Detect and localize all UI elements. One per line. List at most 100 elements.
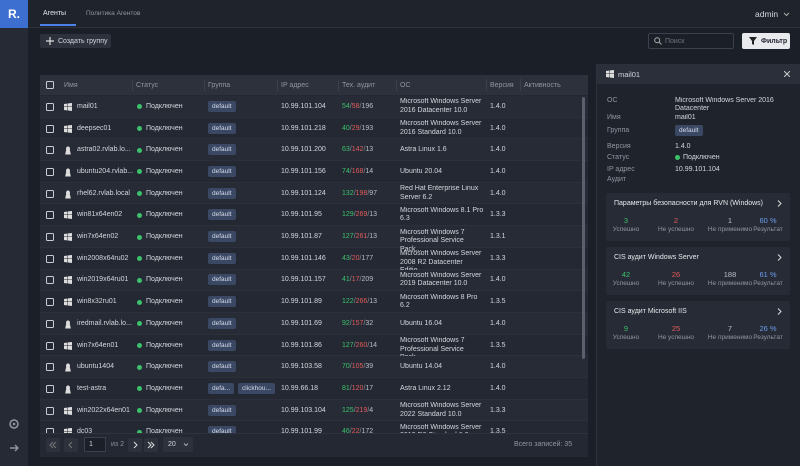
prev-page[interactable] <box>64 438 78 452</box>
os: Astra Linux 2.12 <box>400 384 451 392</box>
status: Подключен <box>146 276 183 284</box>
ip-address: 10.99.101.218 <box>281 124 326 132</box>
group-tag[interactable]: default <box>208 361 236 373</box>
create-group-label[interactable]: Создать группу <box>58 37 108 45</box>
group-tag[interactable]: default <box>208 296 236 308</box>
user-menu[interactable]: admin <box>755 9 779 19</box>
table-row[interactable]: win8x32ru01 Подключен default 10.99.101.89 1… <box>40 291 588 313</box>
field-label: Имя <box>607 114 621 121</box>
tech-audit: 132/198/97 <box>342 190 377 197</box>
version: 1.4.0 <box>490 189 506 197</box>
group-tag[interactable]: default <box>208 252 236 264</box>
agent-name: win8x32ru01 <box>77 298 117 306</box>
logo[interactable]: R. <box>0 0 28 28</box>
stat-value: 60 % <box>759 216 777 225</box>
table-row[interactable]: win7x64en01 Подключен default 10.99.101.86 1… <box>40 335 588 361</box>
table-row[interactable]: ubuntu1404 Подключен default 10.99.103.58 70… <box>40 356 588 379</box>
stat-value: 2 <box>673 216 679 225</box>
page-size-select[interactable]: 20 <box>163 437 193 452</box>
column-header[interactable]: ОС <box>400 82 411 89</box>
agent-name: mail01 <box>77 102 98 110</box>
audit-separator: / <box>353 298 356 306</box>
row-checkbox <box>46 384 54 393</box>
audit-card[interactable] <box>606 193 790 241</box>
audit-separator: / <box>359 276 362 284</box>
table-row[interactable]: win2008x64ru02 Подключен default 10.99.101.… <box>40 248 588 274</box>
column-header[interactable]: Активность <box>524 82 561 89</box>
audit-card[interactable] <box>606 301 790 349</box>
settings-icon[interactable] <box>8 418 20 430</box>
logout-icon[interactable] <box>8 442 20 454</box>
audit-count: 20 <box>351 254 360 262</box>
audit-count: 269 <box>355 211 368 219</box>
create-group-button[interactable] <box>40 34 111 48</box>
audit-count: 41 <box>342 276 350 284</box>
group-tag[interactable]: default <box>208 426 236 433</box>
table-row[interactable]: rhel62.rvlab.local Подключен default 10.99.… <box>40 182 588 205</box>
table-row[interactable]: win7x64en02 Подключен default 10.99.101.87 1… <box>40 226 588 253</box>
group-tag[interactable]: default <box>208 100 236 112</box>
filter-label[interactable]: Фильтр <box>761 37 788 45</box>
table-row[interactable]: ubuntu204.rvlab... Подключен default 10.99.… <box>40 161 588 183</box>
table-row[interactable]: iredmail.rvlab.lo... Подключен default 10.9… <box>40 313 588 335</box>
group-tag[interactable]: default <box>675 125 703 136</box>
os: Ubuntu 16.04 <box>400 319 443 327</box>
column-header[interactable]: Тех. аудит <box>342 82 376 89</box>
last-page[interactable] <box>144 438 158 452</box>
os: Microsoft Windows Server 2019 Datacenter… <box>400 271 482 288</box>
group-tag[interactable]: default <box>208 144 236 156</box>
group-tag[interactable]: defa... <box>208 382 235 394</box>
table-row[interactable]: astra02.rvlab.lo... Подключен default 10.99… <box>40 139 588 162</box>
windows-icon <box>64 254 72 263</box>
group-tag[interactable]: default <box>208 209 236 221</box>
tech-audit: 129/269/13 <box>342 211 377 218</box>
group-tag[interactable]: default <box>208 404 236 416</box>
group-tag[interactable]: default <box>208 231 236 243</box>
tab-active[interactable]: Агенты <box>43 10 67 17</box>
group-tag[interactable]: default <box>208 165 236 177</box>
search-input[interactable] <box>648 33 734 49</box>
column-header[interactable]: Версия <box>490 82 514 89</box>
audit-separator: / <box>349 102 352 110</box>
column-header[interactable]: IP адрес <box>281 82 309 89</box>
group-tag[interactable]: default <box>208 317 236 329</box>
os: Microsoft Windows Server 2016 Standard 1… <box>400 120 482 136</box>
details-title: mail01 <box>618 70 641 79</box>
audit-separator: / <box>349 319 352 327</box>
group-tag[interactable]: clickhou... <box>238 382 275 394</box>
audit-count: 14 <box>365 167 374 175</box>
tab[interactable]: Политика Агентов <box>86 10 141 17</box>
close-button[interactable] <box>784 71 790 77</box>
search-placeholder: Поиск <box>665 37 685 45</box>
audit-separator: / <box>367 189 370 197</box>
scrollbar <box>582 97 585 359</box>
table-row[interactable]: deepsec01 Подключен default 10.99.101.218 40… <box>40 118 588 140</box>
total-records: Всего записей: 35 <box>514 441 573 448</box>
table-row[interactable]: win2022x64en01 Подключен default 10.99.103.… <box>40 399 588 422</box>
group-tag[interactable]: default <box>208 339 236 351</box>
first-page[interactable] <box>46 438 60 452</box>
table-row[interactable]: win2019x64ru01 Подключен default 10.99.101.… <box>40 269 588 292</box>
table-row[interactable]: win81x64en02 Подключен default 10.99.101.95… <box>40 205 588 227</box>
audit-card[interactable] <box>606 247 790 295</box>
version: 1.4.0 <box>490 363 506 371</box>
column-header[interactable]: Имя <box>64 82 78 89</box>
audit-count: 193 <box>361 124 374 132</box>
table-row[interactable]: mail01 Подключен default 10.99.101.104 54/58… <box>40 96 588 118</box>
column-header[interactable]: Группа <box>208 82 231 89</box>
version: 1.4.0 <box>490 276 506 284</box>
group-tag[interactable]: default <box>208 187 236 199</box>
next-page[interactable] <box>128 438 142 452</box>
linux-icon <box>65 385 71 394</box>
table-row[interactable]: dc03 Подключен default 10.99.101.99 46/22/17… <box>40 422 588 433</box>
table-row[interactable]: test-astra Подключен defa... clickhou... 10.… <box>40 378 588 400</box>
agent-name: win7x64en01 <box>77 341 119 349</box>
column-header[interactable]: Статус <box>136 82 159 89</box>
status-dot <box>137 299 142 305</box>
tech-audit: 43/20/177 <box>342 255 373 262</box>
group-tag[interactable]: default <box>208 122 236 134</box>
stat-label: Результат <box>753 334 783 341</box>
page-input[interactable]: 1 <box>84 437 106 452</box>
group-tag[interactable]: default <box>208 274 236 286</box>
status-dot <box>137 234 142 240</box>
